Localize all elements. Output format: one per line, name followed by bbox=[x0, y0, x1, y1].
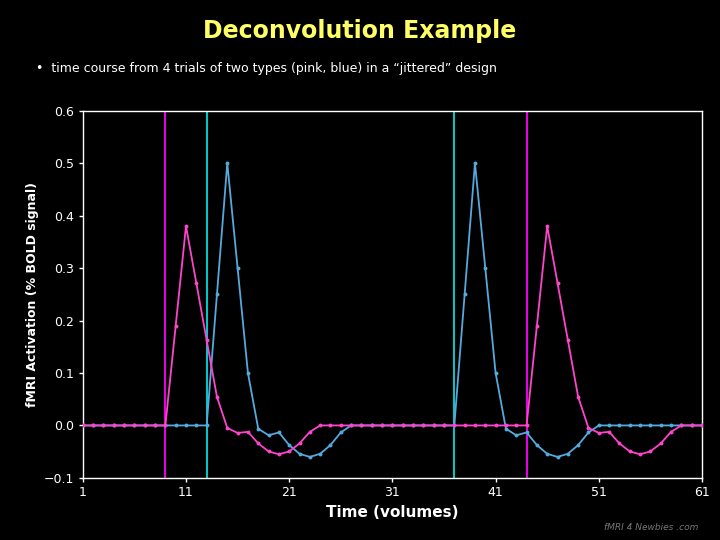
Text: Deconvolution Example: Deconvolution Example bbox=[203, 19, 517, 43]
X-axis label: Time (volumes): Time (volumes) bbox=[326, 505, 459, 520]
Y-axis label: fMRI Activation (% BOLD signal): fMRI Activation (% BOLD signal) bbox=[25, 182, 39, 407]
Text: fMRI 4 Newbies .com: fMRI 4 Newbies .com bbox=[604, 523, 698, 532]
Text: •  time course from 4 trials of two types (pink, blue) in a “jittered” design: • time course from 4 trials of two types… bbox=[36, 62, 497, 75]
